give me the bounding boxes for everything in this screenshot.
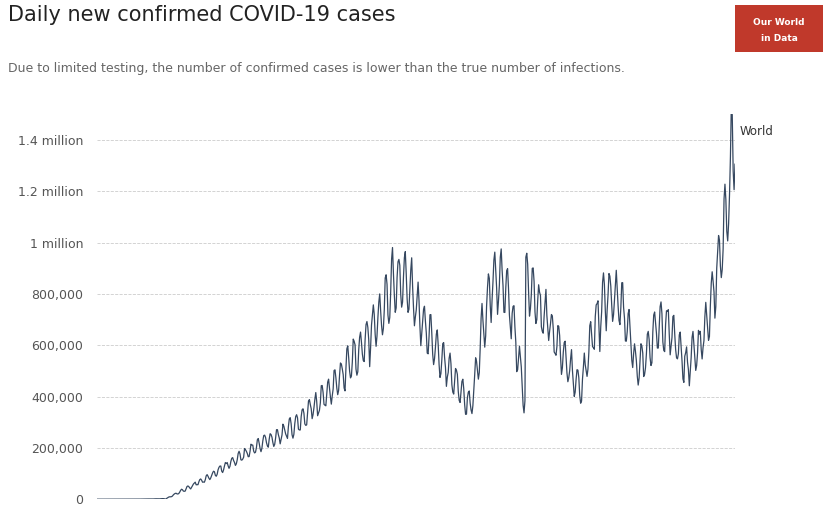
Text: Due to limited testing, the number of confirmed cases is lower than the true num: Due to limited testing, the number of co… — [8, 62, 625, 75]
Text: in Data: in Data — [761, 34, 797, 43]
Text: World: World — [739, 125, 773, 138]
Text: Our World: Our World — [753, 19, 805, 28]
Text: Daily new confirmed COVID-19 cases: Daily new confirmed COVID-19 cases — [8, 5, 396, 25]
